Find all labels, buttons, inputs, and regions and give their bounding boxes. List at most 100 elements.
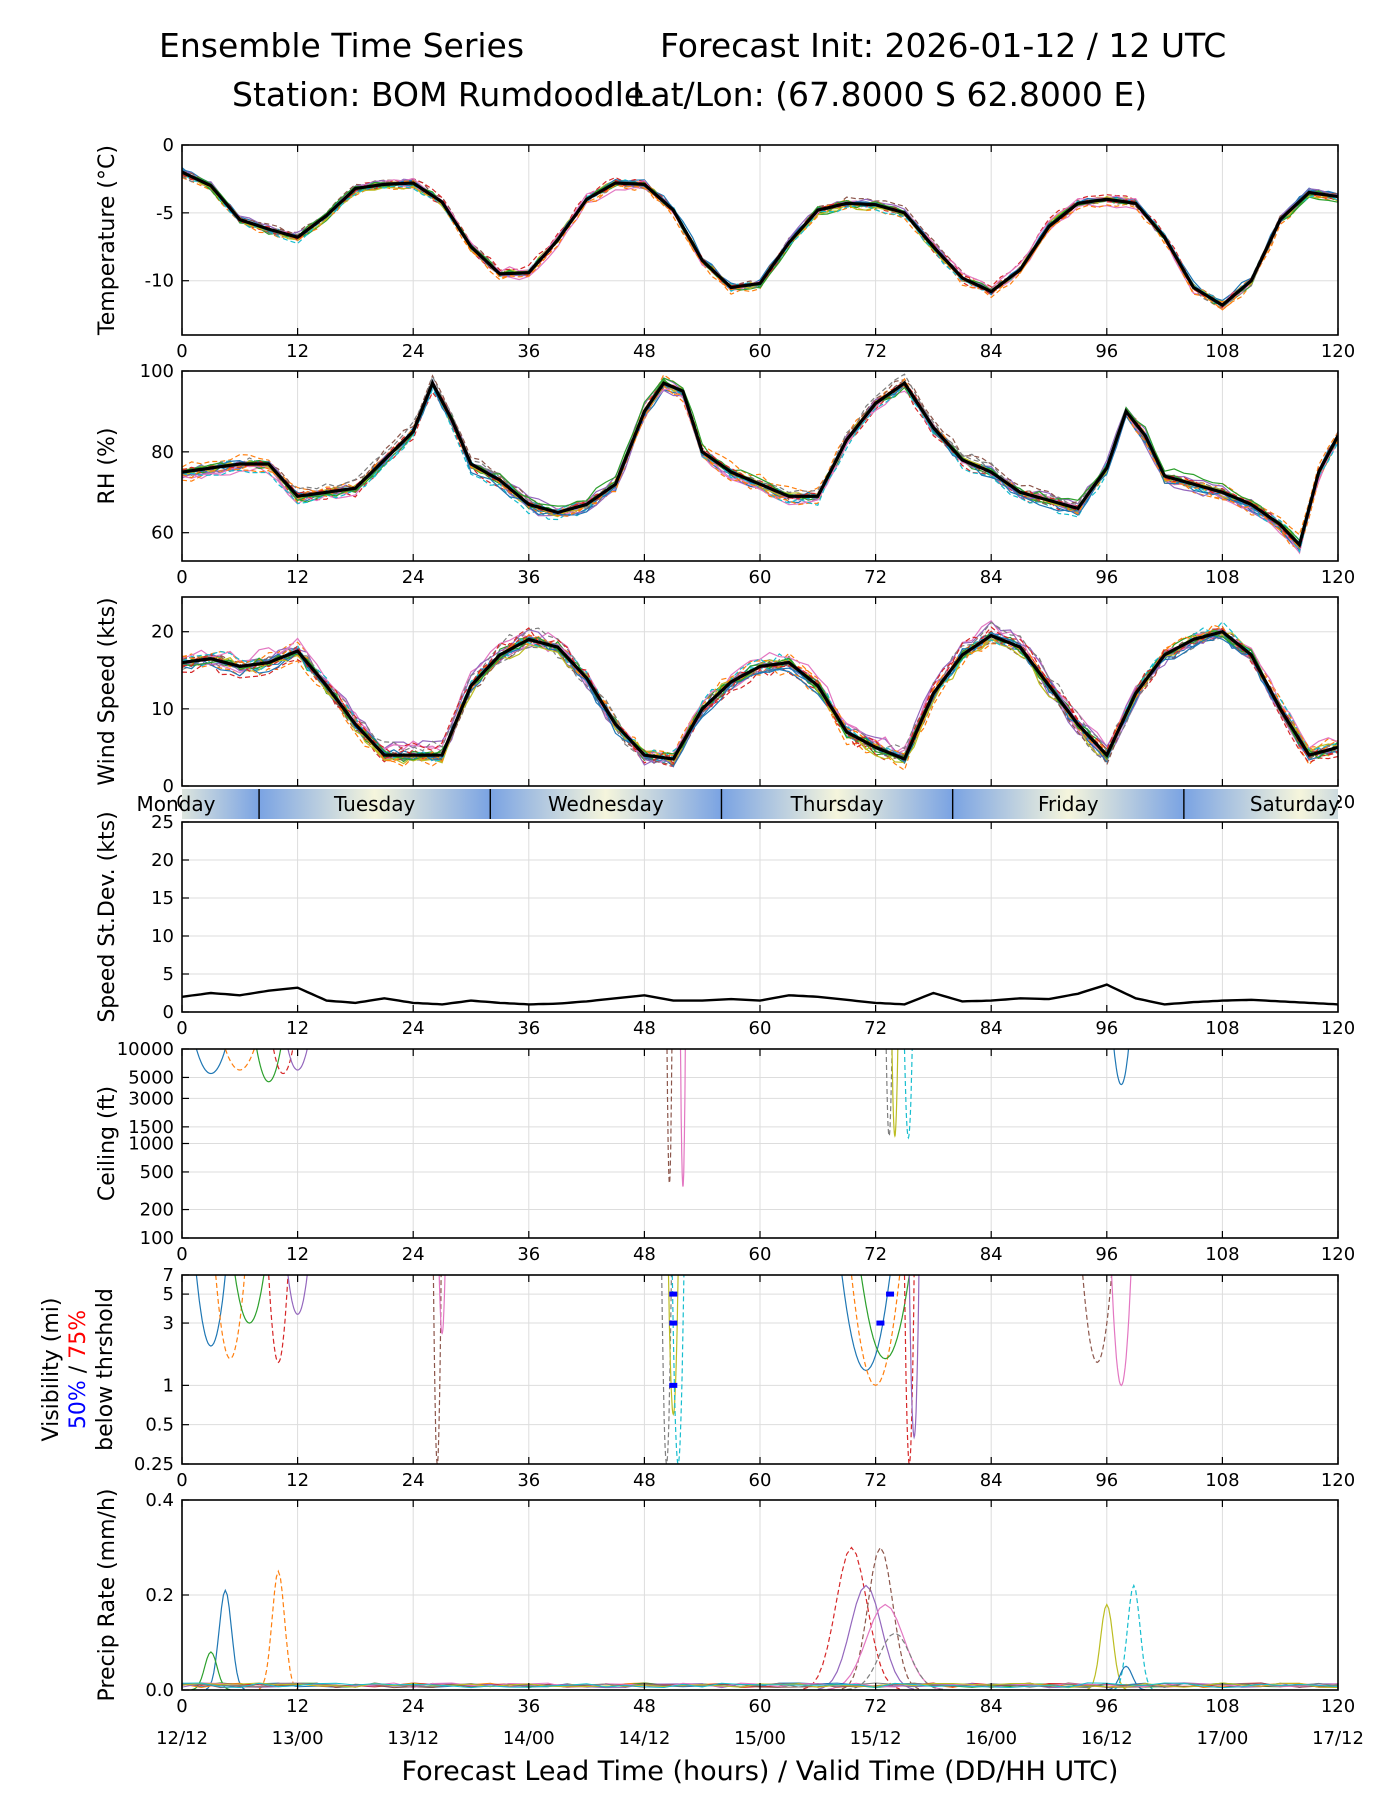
y-axis-label: Visibility (mi)	[39, 1298, 64, 1442]
x-tick-label: 84	[980, 567, 1003, 588]
ensemble-mean-line	[182, 983, 1338, 1006]
valid-time-label: 14/00	[503, 1728, 555, 1749]
y-axis-label: Temperature (°C)	[95, 145, 120, 336]
day-segment	[721, 789, 953, 819]
y-axis-label: Speed St.Dev. (kts)	[95, 811, 120, 1022]
x-tick-label: 108	[1205, 1470, 1239, 1491]
x-tick-label: 24	[402, 1244, 425, 1265]
panel-precip: 0 12 24 36 48 60 72 84 96 108 120 0.0 0.2 0.4 Precip R…	[95, 1489, 1355, 1717]
valid-time-label: 15/12	[850, 1728, 902, 1749]
x-tick-label: 0	[176, 567, 187, 588]
visibility-member-event	[667, 1275, 679, 1416]
visibility-ylabel: Visibility (mi) 50% / 75% below thrshold	[39, 1288, 118, 1451]
x-tick-label: 120	[1321, 1470, 1355, 1491]
y-tick-label: 20	[151, 850, 174, 871]
day-segment	[259, 789, 491, 819]
x-tick-label: 96	[1095, 567, 1118, 588]
series-group	[195, 1049, 1130, 1187]
ceiling-member-event	[679, 1049, 686, 1187]
precip-member-event	[817, 1584, 915, 1690]
valid-time-label: 17/12	[1312, 1728, 1364, 1749]
x-tick-label: 72	[864, 1470, 887, 1491]
x-tick-label: 60	[749, 1018, 772, 1039]
y-axis-label: Wind Speed (kts)	[95, 597, 120, 785]
x-tick-label: 84	[980, 1696, 1003, 1717]
valid-time-label: 16/12	[1081, 1728, 1133, 1749]
y-tick-label: 5	[163, 1284, 174, 1305]
visibility-member-event	[1082, 1275, 1113, 1364]
series-group	[182, 373, 1338, 555]
x-tick-label: 12	[286, 1696, 309, 1717]
y-tick-label: 80	[151, 442, 174, 463]
x-tick-label: 24	[402, 1018, 425, 1039]
x-tick-label: 48	[633, 1470, 656, 1491]
x-tick-label: 60	[749, 1244, 772, 1265]
x-tick-label: 96	[1095, 1470, 1118, 1491]
x-tick-label: 72	[864, 1244, 887, 1265]
day-label: Monday	[137, 792, 216, 816]
panel-wind: 0122436486072849610812001020Wind Speed (…	[95, 596, 1355, 813]
lat-lon: Lat/Lon: (67.8000 S 62.8000 E)	[632, 75, 1148, 114]
x-tick-label: 0	[176, 1244, 187, 1265]
y-tick-label: 7	[163, 1265, 174, 1286]
x-tick-label: 108	[1205, 567, 1239, 588]
y-axis-label: Precip Rate (mm/h)	[95, 1489, 120, 1702]
x-tick-label: 0	[176, 1696, 187, 1717]
ceiling-member-event	[891, 1049, 899, 1138]
x-tick-label: 84	[980, 1244, 1003, 1265]
x-tick-label: 48	[633, 1696, 656, 1717]
y-tick-label: 20	[151, 622, 174, 643]
y-tick-label: 10	[151, 699, 174, 720]
ensemble-member-line	[182, 630, 1338, 768]
visibility-member-event	[195, 1275, 226, 1347]
y-tick-label: 1000	[128, 1134, 174, 1155]
visibility-member-event	[432, 1275, 442, 1464]
ensemble-mean-line	[182, 629, 1338, 762]
day-label: Friday	[1038, 792, 1099, 816]
visibility-member-event	[671, 1275, 685, 1464]
y-tick-label: 1500	[128, 1117, 174, 1138]
visibility-member-event	[268, 1275, 289, 1364]
precip-member-event	[846, 1632, 944, 1690]
x-tick-label: 0	[176, 1018, 187, 1039]
chart-title: Ensemble Time Series	[159, 26, 525, 65]
x-tick-label: 48	[633, 567, 656, 588]
y-tick-label: 15	[151, 888, 174, 909]
x-tick-label: 84	[980, 1018, 1003, 1039]
y-tick-label: 0	[163, 135, 174, 156]
y-tick-label: 0	[163, 776, 174, 797]
y-tick-label: 3000	[128, 1088, 174, 1109]
legend-sep: /	[66, 1359, 91, 1380]
x-tick-label: 60	[749, 567, 772, 588]
day-label: Tuesday	[333, 792, 416, 816]
y-tick-label: 500	[140, 1162, 174, 1183]
valid-time-label: 13/00	[272, 1728, 324, 1749]
x-tick-label: 36	[517, 567, 540, 588]
x-tick-label: 72	[864, 1696, 887, 1717]
panel-rh: 0 12 24 36 48 60 72 84 96 108 120 60 80 100 RH (%)	[95, 361, 1355, 588]
forecast-init: Forecast Init: 2026-01-12 / 12 UTC	[660, 26, 1227, 65]
y-tick-label: 0.5	[145, 1415, 174, 1436]
precip-member-event	[827, 1603, 944, 1690]
series-group	[182, 167, 1338, 311]
series-group	[182, 619, 1338, 772]
ceiling-member-event	[272, 1049, 294, 1075]
ceiling-member-event	[903, 1049, 913, 1140]
x-tick-label: 120	[1321, 1018, 1355, 1039]
ceiling-member-event	[885, 1049, 893, 1138]
ensemble-member-line	[182, 377, 1338, 549]
y-tick-label: 25	[151, 812, 174, 833]
x-tick-label: 24	[402, 1470, 425, 1491]
y-tick-label: 0.4	[145, 1490, 174, 1511]
visibility-member-event	[850, 1275, 901, 1387]
y-tick-label: 1	[163, 1375, 174, 1396]
ensemble-member-line	[182, 377, 1338, 542]
threshold-legend: 50% / 75%	[66, 1310, 91, 1429]
ceiling-member-event	[1113, 1049, 1130, 1086]
y-tick-label: 60	[151, 523, 174, 544]
y-tick-label: 5	[163, 964, 174, 985]
visibility-member-event	[903, 1275, 915, 1464]
x-tick-label: 60	[749, 341, 772, 362]
visibility-member-event	[908, 1275, 920, 1440]
